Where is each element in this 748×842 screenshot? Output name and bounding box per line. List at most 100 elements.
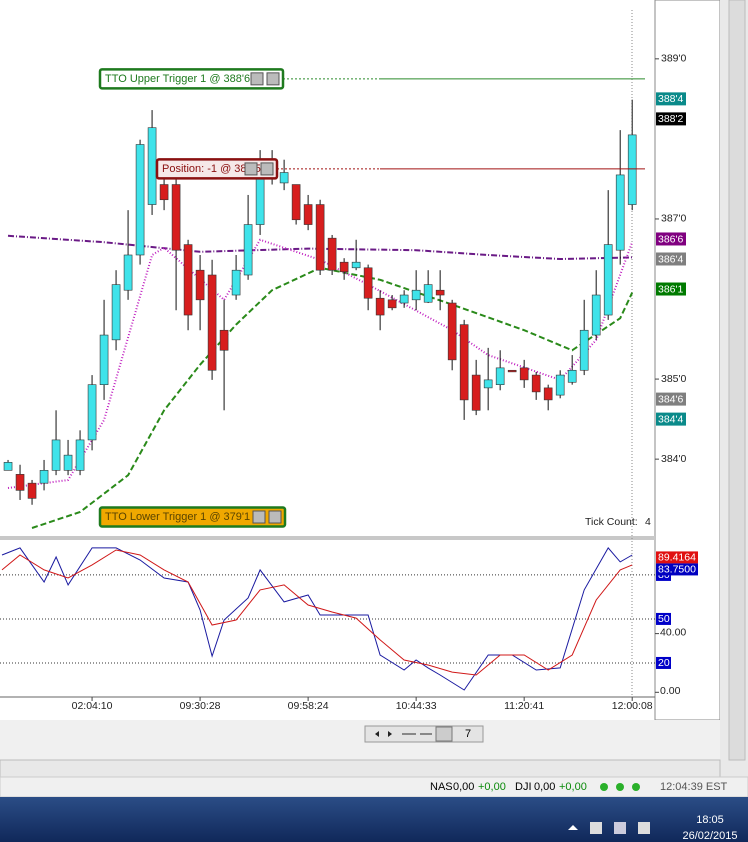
price-label: 384'6 — [658, 393, 684, 405]
tray-icon[interactable] — [614, 822, 626, 834]
price-axis-panel — [654, 0, 721, 721]
price-label-box — [656, 282, 686, 296]
tray-icon[interactable] — [638, 822, 650, 834]
status-light — [600, 783, 608, 791]
candle-body — [627, 134, 637, 205]
candle-body — [435, 289, 445, 296]
nav-zoom[interactable] — [435, 726, 453, 742]
candle-body — [423, 284, 433, 303]
taskbar — [0, 797, 748, 842]
tick-count: 4 — [645, 516, 651, 528]
candle-body — [171, 184, 181, 251]
candle-body — [495, 367, 505, 385]
trigger-label: TTO Lower Trigger 1 @ 379'1 — [105, 511, 250, 523]
price-label: 384'4 — [658, 413, 684, 425]
pane-divider — [0, 536, 655, 540]
taskbar-time: 18:05 — [696, 814, 724, 826]
candle-body — [615, 174, 625, 251]
trigger-button — [252, 510, 266, 524]
level-label: 50 — [658, 613, 670, 625]
y-tick-label: 385'0 — [661, 373, 687, 385]
moving-average — [7, 238, 634, 489]
candle-body — [399, 294, 409, 304]
status-nas-value: 0,00 — [453, 781, 474, 793]
price-label: 388'2 — [658, 113, 684, 125]
status-light — [632, 783, 640, 791]
trigger-box — [98, 506, 287, 528]
candle-body — [411, 289, 421, 301]
candle-body — [603, 244, 613, 316]
candle-body — [363, 267, 373, 299]
trigger-label: Position: -1 @ 387'5 — [162, 163, 261, 175]
moving-average — [7, 234, 633, 261]
nav-prev[interactable] — [375, 731, 379, 737]
candle-body — [231, 269, 241, 296]
candle-body — [591, 294, 601, 336]
price-label-box — [656, 92, 686, 106]
level-label: 20 — [658, 657, 670, 669]
candle-body — [315, 204, 325, 271]
candle-body — [195, 269, 205, 301]
candle-body — [387, 299, 397, 309]
candle-body — [15, 474, 25, 491]
y-tick-label: 389'0 — [661, 53, 687, 65]
y-tick-label: 387'0 — [661, 213, 687, 225]
tray-expand[interactable] — [568, 825, 578, 830]
price-label: 386'1 — [658, 283, 684, 295]
candle-body — [87, 384, 97, 441]
candle-body — [279, 172, 289, 184]
trigger-label: TTO Upper Trigger 1 @ 388'6 — [105, 73, 250, 85]
candle-body — [159, 184, 169, 201]
last-value-label: 83.7500 — [658, 564, 696, 576]
candle-body — [543, 387, 553, 401]
taskbar-date: 26/02/2015 — [682, 830, 737, 842]
trigger-box — [98, 68, 285, 90]
vertical-scrollbar[interactable] — [728, 0, 746, 761]
candle-body — [327, 237, 337, 271]
candle-body — [447, 302, 457, 361]
candle-body — [51, 439, 61, 471]
trigger-button — [250, 72, 264, 86]
price-label-box — [656, 252, 686, 266]
price-label: 386'6 — [658, 233, 684, 245]
x-tick-label: 09:30:28 — [180, 700, 221, 712]
candle-body — [567, 369, 577, 383]
trigger-button — [244, 162, 258, 176]
tray-icon[interactable] — [590, 822, 602, 834]
trigger-button — [260, 162, 274, 176]
status-nas: NAS — [430, 781, 453, 793]
toolbar — [0, 720, 720, 760]
y-tick-label: 384'0 — [661, 453, 687, 465]
status-nas-change: +0,00 — [478, 781, 506, 793]
candle-body — [303, 204, 313, 225]
candle-body — [3, 462, 13, 471]
candle-body — [183, 244, 193, 316]
candle-body — [339, 261, 349, 273]
horizontal-scrollbar[interactable] — [0, 759, 721, 778]
level-box — [656, 612, 671, 625]
status-dji-value: 0,00 — [534, 781, 555, 793]
candle-body — [471, 374, 481, 411]
oscillator-line — [1, 547, 633, 691]
nav-next[interactable] — [388, 731, 392, 737]
page-number: 7 — [465, 728, 471, 740]
candle-body — [63, 454, 73, 471]
last-value-label: 89.4164 — [658, 552, 696, 564]
candle-body — [375, 297, 385, 316]
candle-body — [531, 374, 541, 393]
moving-average — [31, 266, 634, 529]
chart-window — [0, 0, 720, 720]
x-tick-label: 02:04:10 — [72, 700, 113, 712]
x-tick-label: 11:20:41 — [504, 700, 544, 712]
candle-body — [555, 374, 565, 396]
candle-body — [459, 324, 469, 401]
candle-body — [75, 439, 85, 471]
candle-body — [243, 224, 253, 276]
chart-layer: 389'0 387'0 385'0 384'0 388'4 388'2 386'6 386'4… — [0, 53, 698, 712]
candle-body — [579, 329, 589, 371]
price-label-box — [656, 112, 686, 126]
tick-count-label: Tick Count: — [585, 516, 638, 528]
x-tick-label: 09:58:24 — [288, 700, 329, 712]
candle-body — [507, 369, 517, 373]
